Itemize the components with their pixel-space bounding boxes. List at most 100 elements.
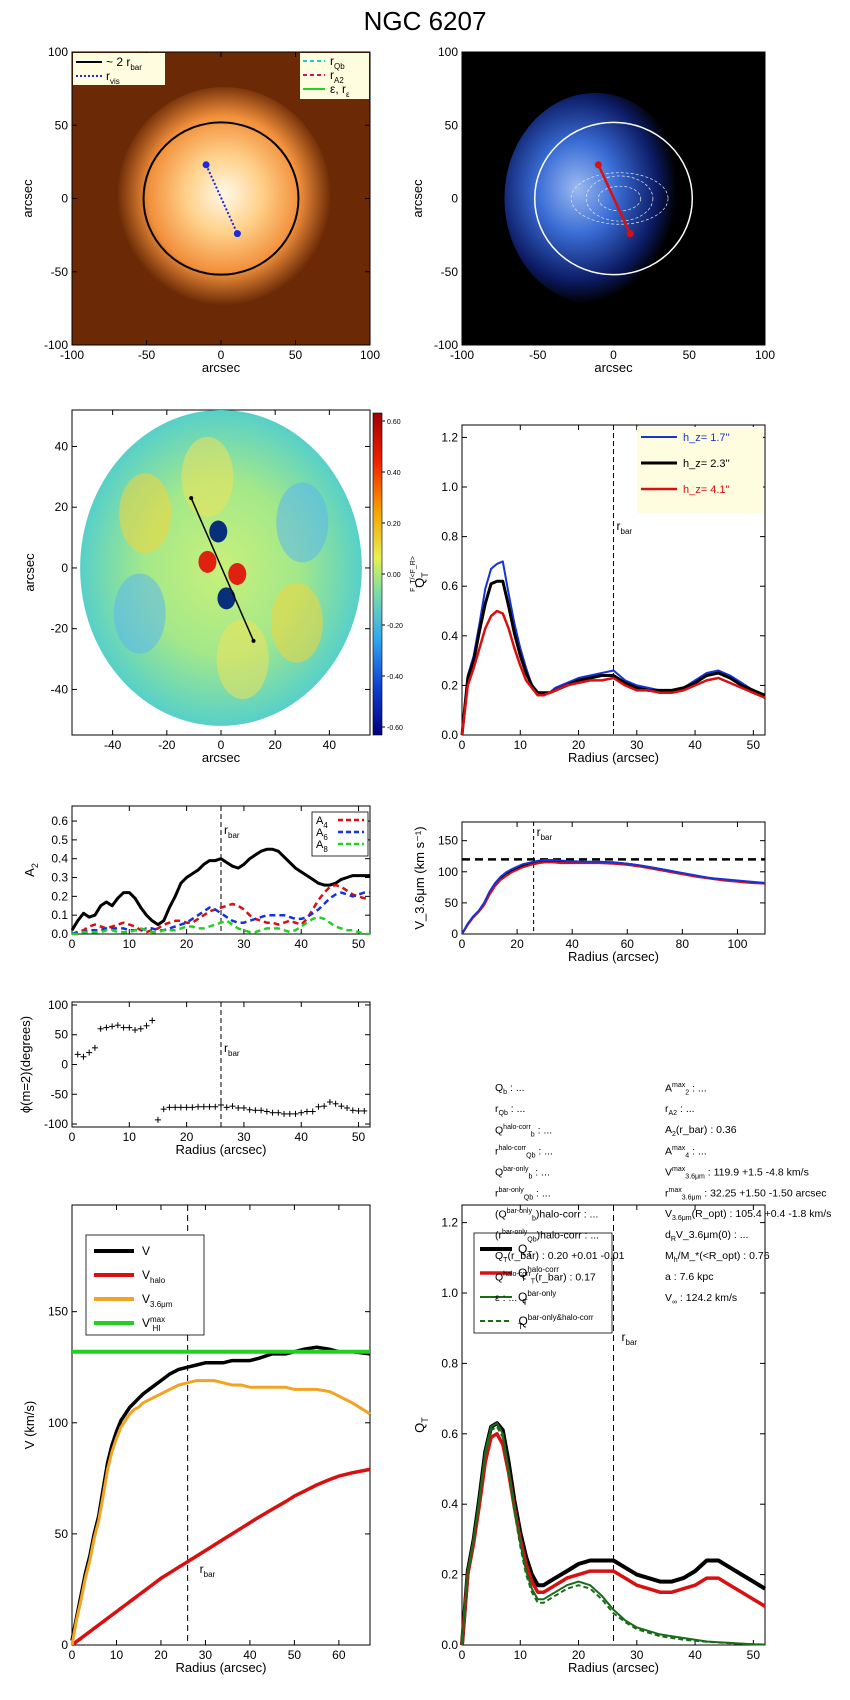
parameter-row: QT(r_bar) : 0.20 +0.01 -0.01 [495,1250,624,1264]
parameter-value: : ... [677,1103,695,1115]
v36-xtick-label: 100 [727,937,747,951]
parameter-symbol: Q [495,1082,504,1094]
image-ytick-label: 50 [55,118,69,132]
legend-label: Vmax HI [142,1315,165,1333]
parameter-subscript: A2 [668,1110,678,1118]
rotdec-rbar-label: rbar [200,1562,216,1579]
phase-ytick-label: 100 [48,998,68,1012]
colorbar-tick-label: -0.40 [387,674,403,681]
phase-xtick-label: 40 [295,1130,309,1144]
rotdec-ytick-label: 0 [61,1638,68,1652]
image-ytick-label: 0 [61,192,68,206]
parameter-subscript: 2 [685,1089,690,1097]
a2-rbar-label: rbar [224,823,240,840]
parameter-symbol: V [665,1292,673,1304]
galaxy-glow [116,87,332,310]
colorbar-tick-label: 0.40 [387,470,401,477]
legend-label: Vhalo [142,1268,166,1285]
parameter-value: : ... [535,1145,553,1158]
legend-label: ε, rε [330,82,350,99]
v36-ytick-label: 50 [445,896,459,910]
image-legend-left-bg [73,53,165,85]
phase-ytick-label: 0 [61,1058,68,1072]
qthz-xtick-label: 0 [459,738,466,752]
parameter-subscript: b [503,1089,508,1097]
residual-xtick-label: 0 [610,348,617,362]
v36-xtick-label: 0 [459,937,466,951]
qthz-series [461,560,766,736]
qthz-ytick-label: 0.6 [441,579,458,593]
a2-xtick-label: 30 [237,937,251,951]
parameter-symbol: (Q [495,1208,507,1221]
residual-xlabel: arcsec [594,360,633,375]
phase-xtick-label: 0 [69,1130,76,1144]
a2-ytick-label: 0.2 [51,889,68,903]
force-core [209,520,228,543]
parameter-symbol: r [495,1103,499,1115]
bar-axis [205,164,239,235]
parameter-symbol: r [665,1187,669,1200]
qthz-ytick-label: 1.0 [441,480,458,494]
parameter-value: : ... [533,1187,551,1200]
parameter-symbol: A [665,1145,673,1158]
parameter-symbol: A [665,1082,673,1095]
force-bar-axis [190,497,255,642]
phase-xtick-label: 10 [123,1130,137,1144]
parameter-value: )halo-corr : ... [536,1229,600,1242]
qthz-xtick-label: 20 [572,738,586,752]
legend-label: V [142,1244,150,1258]
a2-xtick-label: 0 [69,937,76,951]
a2-ytick-label: 0.1 [51,908,68,922]
forcemap-xtick-label: -20 [158,738,176,752]
parameter-value: (R_opt) : 105.4 +0.4 -1.8 km/s [691,1208,832,1220]
force-bar-end [189,496,194,501]
parameter-superscript: bar-only [506,1208,532,1215]
qtc-xtick-label: 20 [572,1648,586,1662]
a2-ytick-label: 0.3 [51,871,68,885]
forcemap-ylabel: arcsec [22,553,37,592]
parameter-value: : 119.9 +1.5 -4.8 km/s [704,1166,809,1179]
forcemap-ytick-label: 20 [55,500,69,514]
rotdec-ytick-label: 100 [48,1416,68,1430]
residual-ytick-label: 0 [451,192,458,206]
a2-xtick-label: 20 [180,937,194,951]
parameter-row: rQb : ... [495,1103,525,1117]
parameter-row: rmax3.6μm : 32.25 +1.50 -1.50 arcsec [665,1187,827,1202]
parameter-symbol: Q [495,1166,504,1179]
legend-label: ~ 2 rbar [106,55,142,72]
parameter-value: : 124.2 km/s [677,1292,738,1304]
parameter-value: : ... [532,1166,550,1179]
phase-xtick-label: 20 [180,1130,194,1144]
parameter-symbol: Q [495,1271,504,1284]
qtc-ytick-label: 0.4 [441,1497,458,1511]
rotdec-series [70,1467,371,1647]
rotdec-series [70,1379,371,1646]
residual-xtick-label: 50 [683,348,697,362]
a2-series [72,915,370,936]
rotdec-xtick-label: 20 [154,1648,168,1662]
image-ytick-label: 100 [48,45,68,59]
parameter-row: (rbar-onlyQb)halo-corr : ... [495,1229,599,1244]
phase-ytick-label: -50 [51,1087,69,1101]
image-ylabel: arcsec [20,179,35,218]
legend-label: Qbar-only T [518,1289,556,1307]
legend-label: rQb [330,54,345,71]
image-ytick-label: -50 [51,265,69,279]
parameter-row: Vmax3.6μm : 119.9 +1.5 -4.8 km/s [665,1166,809,1181]
parameter-value: )halo-corr : ... [535,1208,599,1221]
legend-label: V3.6μm [142,1292,173,1309]
legend-label: Qbar-only&halo-corr T [518,1313,594,1331]
qtc-ylabel: QT [412,1417,430,1433]
parameter-symbol: V [665,1166,673,1179]
a2-series [71,883,370,936]
page-title: NGC 6207 [363,6,487,36]
force-lobe [216,619,269,700]
parameter-subscript: Qb [523,1194,534,1202]
parameter-symbol: (r [495,1229,502,1242]
residual-axes: -100 -50 0 50 100 -100 -50 0 50 100 [434,45,775,362]
v36-ylabel: V_3.6μm (km s⁻¹) [412,826,427,929]
parameter-row: Amax2 : ... [665,1082,707,1097]
qthz-xtick-label: 10 [514,738,528,752]
rotdec-xtick-label: 0 [69,1648,76,1662]
qtc-xtick-label: 30 [630,1648,644,1662]
